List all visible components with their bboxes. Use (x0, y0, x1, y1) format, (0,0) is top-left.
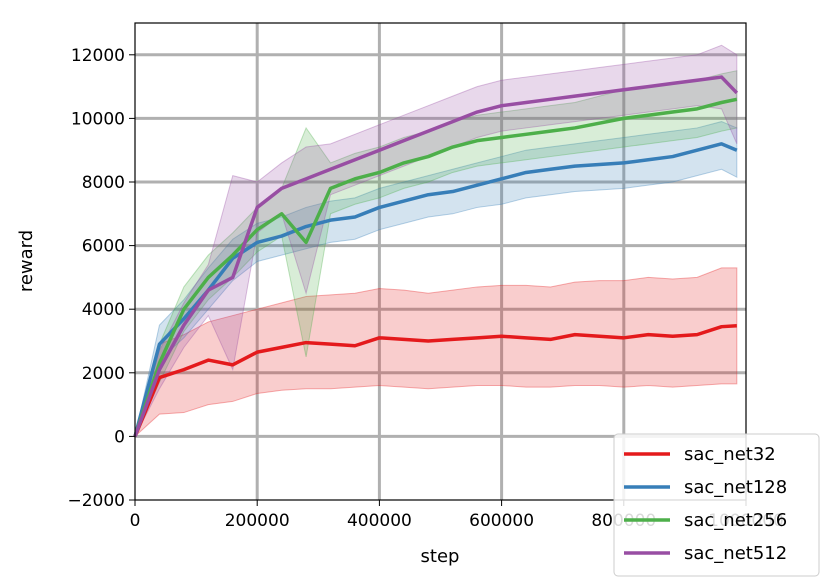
y-axis-label: reward (16, 230, 37, 292)
legend: sac_net32 sac_net128 sac_net256 sac_net512 (613, 433, 820, 577)
x-tick-label: 400000 (347, 511, 412, 531)
legend-label-sac_net256: sac_net256 (684, 510, 787, 531)
grid (135, 23, 746, 500)
legend-label-sac_net128: sac_net128 (684, 477, 787, 498)
series-lines (133, 75, 739, 438)
y-tick-label: 6000 (82, 237, 125, 257)
y-tick-label: −2000 (67, 491, 125, 511)
y-tick-label: 12000 (71, 46, 125, 66)
x-tick-label: 0 (130, 511, 141, 531)
y-tick-label: 8000 (82, 173, 125, 193)
line-sac_net32 (133, 323, 737, 438)
y-tick-label: 0 (114, 427, 125, 447)
legend-box (613, 433, 820, 577)
y-tick-label: 2000 (82, 364, 125, 384)
x-tick-label: 200000 (225, 511, 290, 531)
line-sac_net256 (133, 97, 738, 437)
confidence-bands (134, 44, 738, 438)
line-sac_net128 (133, 142, 738, 437)
y-tick-label: 10000 (71, 109, 125, 129)
line-sac_net512 (133, 75, 739, 438)
plot-frame (134, 22, 747, 501)
x-axis-label: step (421, 546, 460, 567)
legend-label-sac_net512: sac_net512 (684, 543, 787, 564)
x-tick-label: 600000 (469, 511, 534, 531)
y-tick-label: 4000 (82, 300, 125, 320)
legend-label-sac_net32: sac_net32 (684, 444, 776, 465)
band-sac_net128 (134, 121, 738, 437)
